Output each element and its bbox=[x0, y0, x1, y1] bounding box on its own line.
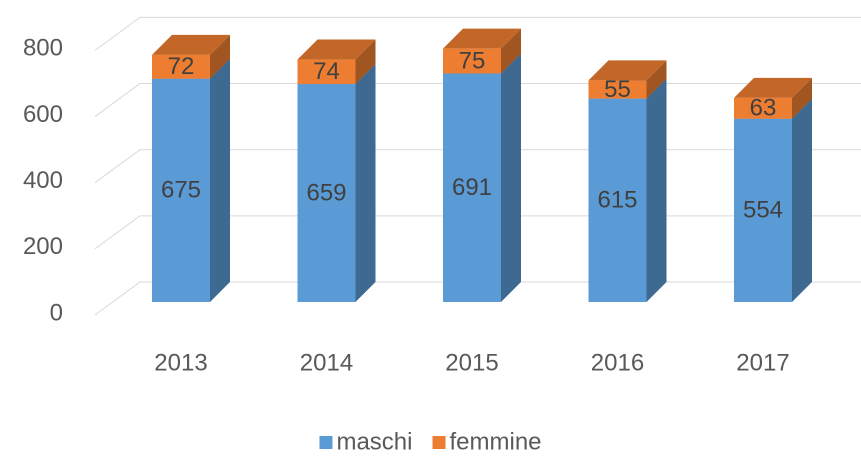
legend-label: maschi bbox=[336, 428, 412, 455]
bar-front bbox=[152, 78, 210, 303]
data-label: 74 bbox=[313, 58, 340, 85]
bar-top bbox=[152, 34, 230, 55]
legend-swatch bbox=[319, 436, 333, 449]
bar-side bbox=[501, 53, 521, 302]
data-label: 615 bbox=[597, 187, 637, 214]
x-tick-label: 2013 bbox=[154, 349, 207, 376]
y-tick-label: 200 bbox=[23, 233, 63, 260]
bar-segment bbox=[588, 78, 667, 303]
bar-top bbox=[588, 60, 667, 81]
bar-side bbox=[210, 58, 230, 303]
bar-side bbox=[646, 78, 667, 303]
y-tick-label: 600 bbox=[23, 101, 63, 128]
grid-line bbox=[94, 16, 861, 51]
data-label: 72 bbox=[168, 53, 195, 80]
bar-side bbox=[792, 98, 812, 303]
x-tick-label: 2016 bbox=[591, 349, 644, 376]
data-label: 659 bbox=[306, 179, 346, 206]
x-tick-label: 2014 bbox=[300, 349, 353, 376]
bar-front bbox=[443, 48, 501, 74]
bar-side bbox=[355, 39, 376, 85]
bar-front bbox=[443, 73, 501, 302]
x-tick-label: 2017 bbox=[736, 349, 789, 376]
bar-segment bbox=[152, 34, 230, 79]
bar-front bbox=[152, 54, 210, 79]
bar-segment bbox=[297, 39, 376, 85]
bar-segment bbox=[152, 58, 230, 303]
bar-segment bbox=[734, 77, 812, 119]
legend: maschi femmine bbox=[319, 428, 542, 455]
bar-side bbox=[501, 28, 521, 74]
y-tick-label: 0 bbox=[50, 299, 63, 326]
data-label: 691 bbox=[452, 174, 492, 201]
bar-segment bbox=[443, 28, 521, 74]
legend-swatch bbox=[432, 436, 446, 449]
bar-top bbox=[297, 39, 376, 60]
bar-front bbox=[734, 97, 792, 119]
y-tick-label: 400 bbox=[23, 167, 63, 194]
data-label: 554 bbox=[743, 197, 783, 224]
bar-segment bbox=[588, 60, 667, 99]
data-label: 675 bbox=[161, 177, 201, 204]
bar-top bbox=[443, 28, 521, 49]
bar-front bbox=[588, 80, 647, 99]
bar-side bbox=[792, 77, 812, 119]
data-label: 63 bbox=[750, 95, 777, 122]
bar-side bbox=[210, 34, 230, 79]
y-tick-label: 800 bbox=[23, 35, 63, 62]
x-tick-label: 2015 bbox=[445, 349, 498, 376]
bar-front bbox=[297, 59, 356, 85]
bar-side bbox=[355, 64, 376, 302]
bar-front bbox=[588, 98, 647, 303]
legend-label: femmine bbox=[450, 428, 542, 455]
bar-front bbox=[297, 84, 356, 302]
data-label: 55 bbox=[604, 76, 631, 103]
bar-top bbox=[734, 77, 812, 98]
data-label: 75 bbox=[459, 47, 486, 74]
bar-side bbox=[646, 60, 667, 99]
bar-front bbox=[734, 118, 792, 303]
